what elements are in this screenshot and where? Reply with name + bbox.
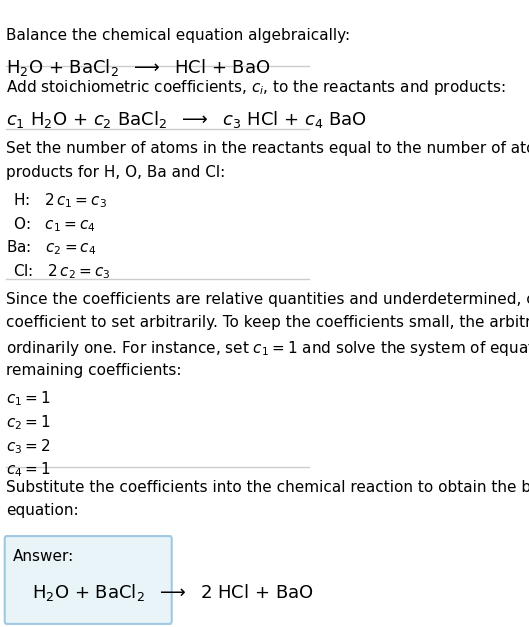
Text: $c_4 = 1$: $c_4 = 1$ xyxy=(6,461,51,480)
Text: Answer:: Answer: xyxy=(13,549,74,564)
Text: products for H, O, Ba and Cl:: products for H, O, Ba and Cl: xyxy=(6,165,225,180)
Text: $c_1$ H$_2$O + $c_2$ BaCl$_2$  $\longrightarrow$  $c_3$ HCl + $c_4$ BaO: $c_1$ H$_2$O + $c_2$ BaCl$_2$ $\longrigh… xyxy=(6,109,367,130)
Text: Cl:   $2\,c_2 = c_3$: Cl: $2\,c_2 = c_3$ xyxy=(13,263,110,282)
Text: Since the coefficients are relative quantities and underdetermined, choose a: Since the coefficients are relative quan… xyxy=(6,292,529,307)
Text: Substitute the coefficients into the chemical reaction to obtain the balanced: Substitute the coefficients into the che… xyxy=(6,480,529,495)
Text: Add stoichiometric coefficients, $c_i$, to the reactants and products:: Add stoichiometric coefficients, $c_i$, … xyxy=(6,78,506,97)
Text: Set the number of atoms in the reactants equal to the number of atoms in the: Set the number of atoms in the reactants… xyxy=(6,141,529,156)
Text: ordinarily one. For instance, set $c_1 = 1$ and solve the system of equations fo: ordinarily one. For instance, set $c_1 =… xyxy=(6,339,529,358)
Text: equation:: equation: xyxy=(6,503,79,519)
FancyBboxPatch shape xyxy=(5,536,172,624)
Text: H:   $2\,c_1 = c_3$: H: $2\,c_1 = c_3$ xyxy=(13,191,106,210)
Text: $c_3 = 2$: $c_3 = 2$ xyxy=(6,437,51,456)
Text: $c_2 = 1$: $c_2 = 1$ xyxy=(6,413,51,432)
Text: Balance the chemical equation algebraically:: Balance the chemical equation algebraica… xyxy=(6,28,350,43)
Text: H$_2$O + BaCl$_2$  $\longrightarrow$  HCl + BaO: H$_2$O + BaCl$_2$ $\longrightarrow$ HCl … xyxy=(6,57,271,78)
Text: Ba:   $c_2 = c_4$: Ba: $c_2 = c_4$ xyxy=(6,239,97,258)
Text: H$_2$O + BaCl$_2$  $\longrightarrow$  2 HCl + BaO: H$_2$O + BaCl$_2$ $\longrightarrow$ 2 HC… xyxy=(32,582,313,603)
Text: remaining coefficients:: remaining coefficients: xyxy=(6,363,182,378)
Text: $c_1 = 1$: $c_1 = 1$ xyxy=(6,389,51,408)
Text: coefficient to set arbitrarily. To keep the coefficients small, the arbitrary va: coefficient to set arbitrarily. To keep … xyxy=(6,315,529,330)
Text: O:   $c_1 = c_4$: O: $c_1 = c_4$ xyxy=(13,215,95,234)
